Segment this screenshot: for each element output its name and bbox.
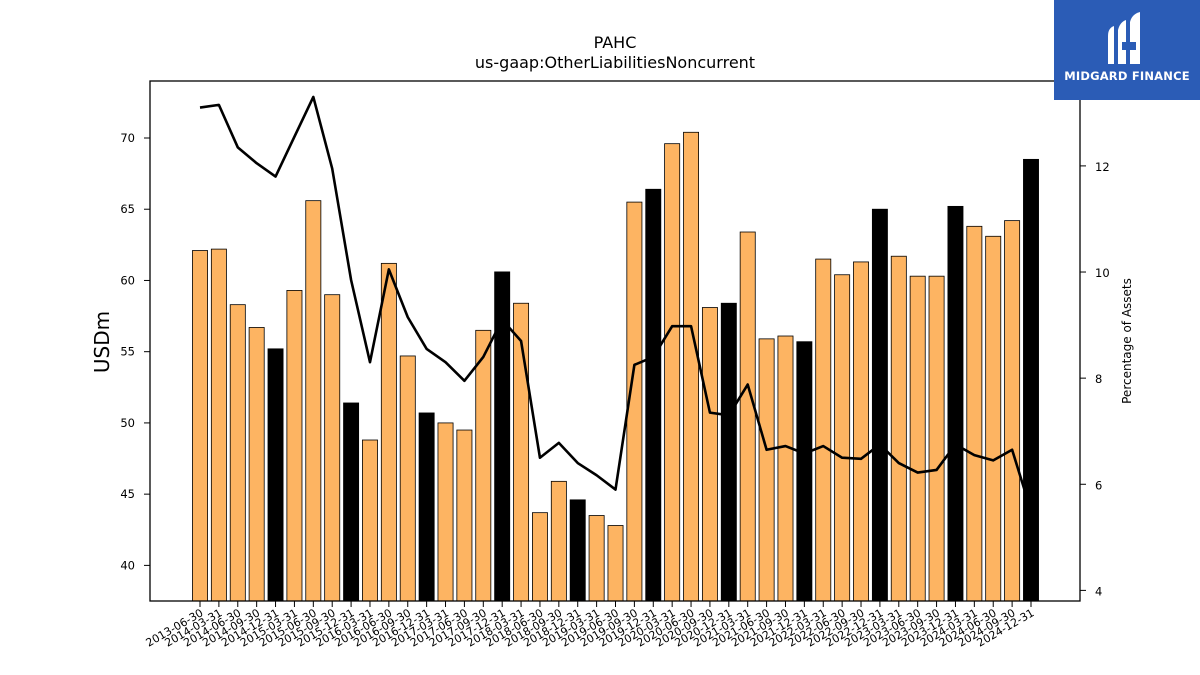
y2-tick-label: 8 [1095, 372, 1102, 386]
y2-tick-label: 12 [1095, 160, 1110, 174]
bar [418, 412, 435, 602]
bar [777, 335, 794, 602]
chart-title: PAHC [594, 33, 637, 52]
y2-axis-ticks: 4 6 8 10 12 [1080, 160, 1110, 598]
bar [607, 525, 624, 602]
bar [853, 261, 869, 602]
bar [664, 143, 681, 602]
bar [871, 208, 888, 602]
bar [758, 338, 775, 602]
bar [380, 262, 397, 602]
bar [267, 348, 284, 602]
y-tick-label: 50 [120, 416, 135, 430]
y2-axis-label: Percentage of Assets [1120, 278, 1134, 404]
y-axis-ticks: 40 45 50 55 60 65 70 [120, 131, 150, 572]
y-tick-label: 70 [120, 131, 135, 145]
bar [305, 200, 322, 602]
y-tick-label: 65 [120, 202, 135, 216]
midgard-logo-icon [1108, 12, 1140, 64]
bar [399, 355, 416, 602]
bar [324, 294, 341, 602]
chart-subtitle: us-gaap:OtherLiabilitiesNoncurrent [475, 53, 755, 72]
bar [229, 304, 246, 602]
bar [796, 341, 813, 602]
bar [909, 275, 926, 602]
y2-tick-label: 4 [1095, 584, 1102, 598]
line-group [199, 95, 1033, 512]
bar [532, 512, 548, 602]
bar [456, 429, 473, 602]
bar [947, 205, 964, 602]
y-tick-label: 60 [120, 273, 135, 287]
y-tick-label: 45 [120, 487, 135, 501]
bar [701, 307, 718, 602]
bar [343, 402, 360, 602]
x-axis-ticks: 2013-06-302014-03-312014-06-302014-09-30… [144, 601, 1037, 650]
bar [890, 255, 907, 602]
bar [475, 329, 492, 602]
series-line [199, 95, 1033, 512]
bar [928, 275, 945, 602]
y2-tick-label: 10 [1095, 266, 1110, 280]
bar [834, 274, 851, 602]
logo-text: MIDGARD FINANCE [1064, 69, 1190, 83]
bar [210, 248, 227, 602]
y2-tick-label: 6 [1095, 478, 1102, 492]
bar [985, 235, 1002, 602]
bar [739, 231, 756, 602]
bar [966, 225, 983, 602]
bar [437, 422, 454, 602]
bar [1023, 158, 1039, 602]
bar [248, 327, 265, 602]
bar [815, 258, 832, 602]
brand-logo: MIDGARD FINANCE [1054, 0, 1200, 100]
bar [683, 131, 699, 602]
bar [588, 515, 605, 602]
bar [720, 302, 737, 602]
y-axis-label: USDm [90, 311, 114, 373]
bar [569, 499, 586, 602]
bar [1004, 220, 1021, 602]
y-tick-label: 55 [120, 345, 135, 359]
bar [645, 188, 662, 602]
bar [362, 439, 378, 602]
bar [192, 250, 208, 602]
bars-group [192, 131, 1039, 602]
y-tick-label: 40 [120, 558, 135, 572]
bar [286, 290, 303, 602]
bar [550, 480, 567, 602]
